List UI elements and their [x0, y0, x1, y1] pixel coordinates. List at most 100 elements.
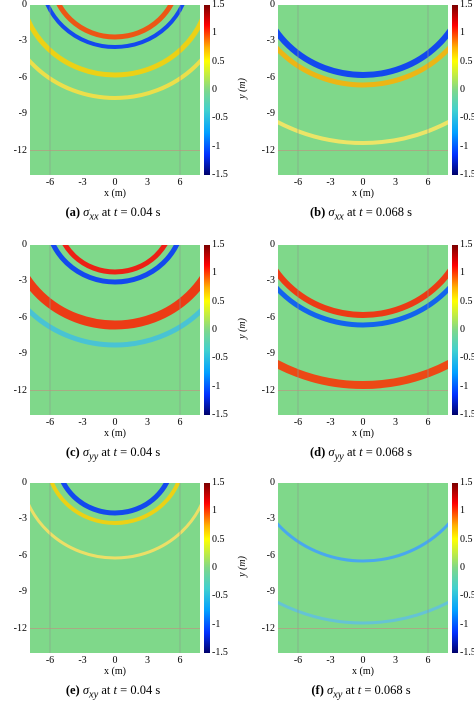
- wavefield: [30, 483, 200, 653]
- y-tick-label: 0: [22, 477, 27, 488]
- x-axis-label: x (m): [104, 666, 126, 677]
- y-tick-label: -6: [18, 549, 27, 561]
- heatmap-plot: [278, 483, 448, 653]
- caption-subscript: xx: [334, 211, 344, 223]
- wave-band: [30, 58, 200, 100]
- colorbar-tick-label: -1: [460, 140, 469, 152]
- y-tick-label: 0: [22, 0, 27, 10]
- colorbar-tick-label: 0: [460, 84, 465, 95]
- x-tick-label: 6: [425, 655, 431, 666]
- x-tick-label: 3: [393, 655, 398, 666]
- x-tick-label: -3: [78, 417, 87, 428]
- y-axis-label: y (m): [236, 78, 248, 99]
- colorbar-tick-label: 0: [212, 324, 217, 335]
- caption-symbol: σ: [327, 683, 334, 697]
- wave-band: [45, 5, 185, 49]
- caption-letter: (a): [65, 205, 84, 219]
- wave-band: [56, 5, 174, 40]
- colorbar: [452, 5, 458, 175]
- heatmap-plot: [278, 245, 448, 415]
- caption-value: 0.068 s: [375, 205, 413, 219]
- y-tick-label: -6: [18, 71, 27, 83]
- wave-band: [62, 245, 168, 275]
- y-tick-label: -3: [266, 513, 275, 525]
- heatmap-plot: [30, 483, 200, 653]
- wavefield: [278, 483, 448, 653]
- caption-letter: (d): [309, 445, 329, 459]
- heatmap-plot: [30, 245, 200, 415]
- y-tick-label: -12: [261, 384, 275, 396]
- caption: (d) σyy at t = 0.068 s: [248, 445, 474, 463]
- wave-band: [278, 28, 448, 78]
- wave-band: [278, 119, 448, 145]
- wave-band: [278, 522, 448, 563]
- x-tick-label: 6: [425, 177, 431, 188]
- colorbar: [452, 245, 458, 415]
- x-tick-label: 6: [177, 655, 183, 666]
- colorbar-tick-label: -0.5: [212, 590, 228, 602]
- y-tick-label: -3: [18, 275, 27, 287]
- colorbar-tick-label: -1.5: [460, 647, 474, 658]
- caption-eq: =: [361, 683, 375, 697]
- colorbar-tick-label: 1: [212, 27, 217, 39]
- y-tick-label: 0: [270, 239, 275, 250]
- colorbar-tick-label: -1: [460, 618, 469, 630]
- x-tick-label: 3: [145, 417, 150, 428]
- wave-band: [278, 359, 448, 389]
- wave-band: [278, 285, 448, 328]
- colorbar-tick-label: -1.5: [460, 169, 474, 180]
- caption-symbol: σ: [328, 445, 335, 459]
- wavefield: [30, 5, 200, 175]
- wave-band: [30, 275, 200, 330]
- colorbar-tick-label: 1: [212, 267, 217, 279]
- colorbar-tick-label: 1.5: [212, 0, 225, 10]
- heatmap-plot: [30, 5, 200, 175]
- x-tick-label: -6: [45, 655, 55, 666]
- caption: (f) σxy at t = 0.068 s: [248, 683, 474, 701]
- colorbar-tick-label: 0: [460, 324, 465, 335]
- caption-tvar: t: [359, 445, 363, 459]
- x-tick-label: -3: [326, 417, 335, 428]
- colorbar-tick-label: 0: [460, 562, 465, 573]
- colorbar-tick-label: 1: [460, 27, 465, 39]
- colorbar-tick-label: 0.5: [460, 55, 473, 67]
- x-tick-label: -3: [78, 655, 87, 666]
- y-tick-label: -9: [266, 348, 275, 360]
- colorbar-tick-label: 1: [460, 267, 465, 279]
- y-tick-label: -6: [266, 549, 275, 561]
- colorbar: [204, 245, 210, 415]
- y-tick-label: -9: [266, 108, 275, 120]
- caption-subscript: xx: [89, 211, 99, 223]
- x-axis-label: x (m): [352, 666, 374, 677]
- x-tick-label: -6: [45, 177, 55, 188]
- y-tick-label: 0: [22, 239, 27, 250]
- y-tick-label: -12: [13, 144, 27, 156]
- caption-tvar: t: [113, 683, 117, 697]
- wavefield: [278, 245, 448, 415]
- x-tick-label: 0: [112, 177, 118, 188]
- colorbar-tick-label: 1.5: [212, 239, 225, 250]
- x-tick-label: 3: [145, 177, 150, 188]
- y-tick-label: -3: [18, 513, 27, 525]
- caption-letter: (e): [65, 683, 83, 697]
- caption-eq: =: [362, 205, 376, 219]
- x-axis-label: x (m): [104, 428, 126, 439]
- heatmap-plot: [278, 5, 448, 175]
- colorbar-tick-label: -0.5: [212, 112, 228, 124]
- y-tick-label: 0: [270, 0, 275, 10]
- x-tick-label: -3: [78, 177, 87, 188]
- caption-at: at: [342, 683, 358, 697]
- x-axis-label: x (m): [352, 428, 374, 439]
- wave-band: [278, 45, 448, 88]
- caption-subscript: xy: [333, 689, 343, 701]
- caption-tvar: t: [113, 445, 117, 459]
- caption-at: at: [98, 205, 114, 219]
- colorbar-tick-label: -0.5: [460, 352, 474, 364]
- colorbar-tick-label: -0.5: [460, 590, 474, 602]
- x-tick-label: 0: [112, 655, 118, 666]
- caption-symbol: σ: [328, 205, 335, 219]
- colorbar-tick-label: 0.5: [460, 533, 473, 545]
- colorbar-tick-label: -0.5: [460, 112, 474, 124]
